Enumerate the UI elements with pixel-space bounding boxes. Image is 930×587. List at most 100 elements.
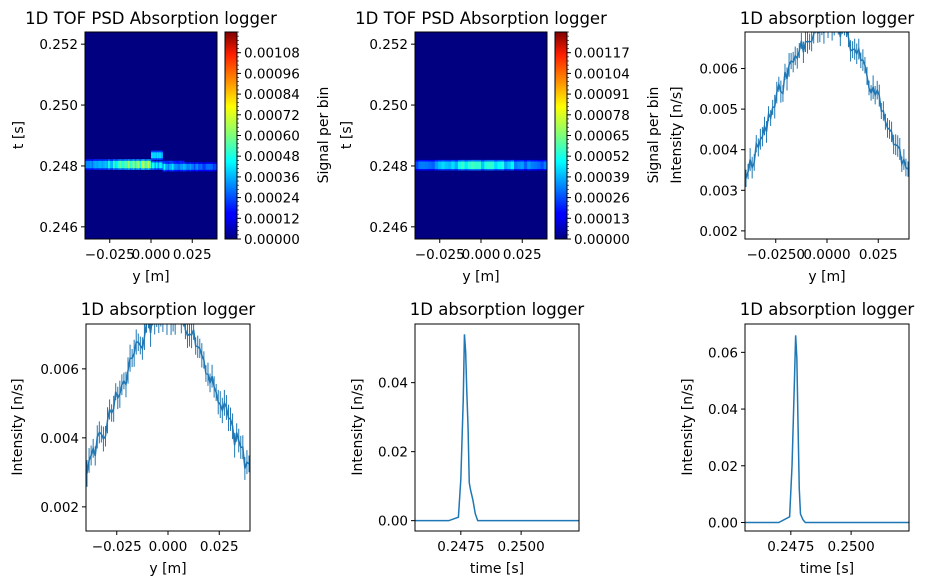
heatmap-cell-0-0-34 xyxy=(141,160,144,169)
heatmap-halo-top-0-3-33 xyxy=(207,162,210,164)
colorbar-tick-label-0-2: 0.00024 xyxy=(244,191,300,207)
y-tick-label-0-0: 0.246 xyxy=(39,220,78,236)
heatmap-cell-0-1-8 xyxy=(157,162,159,169)
heatmap-halo-top-0-0-35 xyxy=(142,159,145,161)
colorbar-1 xyxy=(554,31,568,240)
heatmap-halo-top-0-1-4 xyxy=(154,160,156,163)
heatmap-cell-0-0-5 xyxy=(93,160,96,169)
heatmap-halo-top-0-1-11 xyxy=(160,160,162,163)
colorbar-0 xyxy=(224,31,238,240)
heatmap-halo-top-0-0-21 xyxy=(119,159,122,161)
heatmap-halo-top-0-0-7 xyxy=(96,159,99,161)
heatmap-halo-top-1-0-7 xyxy=(438,159,442,162)
series-line-5 xyxy=(745,335,909,524)
axes-frame-5 xyxy=(744,323,910,532)
heatmap-halo-top-1-0-23 xyxy=(490,159,495,162)
heatmap-halo-top-0-3-31 xyxy=(204,162,207,164)
series-group-5 xyxy=(745,335,909,524)
y-tick-label-1-2: 0.250 xyxy=(369,98,408,114)
heatmap-cell-0-1-5 xyxy=(155,162,157,169)
heatmap-halo-top-0-0-33 xyxy=(139,159,142,161)
y-tick-label-4-2: 0.04 xyxy=(378,376,408,392)
heatmap-cell-1-0-21 xyxy=(484,161,488,169)
heatmap-halo-top-1-0-16 xyxy=(467,159,472,162)
heatmap-halo-top-0-1-14 xyxy=(162,160,164,163)
chart-title-2: 1D absorption logger xyxy=(740,9,915,28)
axes-frame-3 xyxy=(85,323,251,532)
heatmap-background-1 xyxy=(415,32,547,239)
heatmap-halo-top-0-1-35 xyxy=(179,160,182,163)
heatmap-cell-0-0-6 xyxy=(94,160,97,169)
heatmap-cell-0-0-24 xyxy=(124,160,127,169)
colorbar-tick-label-0-7: 0.00084 xyxy=(244,87,300,103)
heatmap-halo-top-0-0-39 xyxy=(149,159,152,161)
heatmap-halo-top-1-0-22 xyxy=(487,159,492,162)
heatmap-halo-bot-1-0-37 xyxy=(537,168,541,171)
x-tick-label-1-2: 0.025 xyxy=(503,247,542,263)
colorbar-tick-label-1-1: 0.00013 xyxy=(574,211,630,227)
colorbar-tick-label-0-1: 0.00012 xyxy=(244,211,300,227)
heatmap-halo-bot-0-3-21 xyxy=(191,169,193,172)
heatmap-cell-0-0-4 xyxy=(91,160,94,169)
heatmap-halo-bot-0-0-20 xyxy=(118,168,121,170)
series-line-3 xyxy=(86,324,250,474)
heatmap-halo-top-0-3-17 xyxy=(185,162,188,164)
heatmap-halo-top-0-3-19 xyxy=(188,162,191,164)
heatmap-halo-bot-0-3-37 xyxy=(212,169,215,172)
heatmap-halo-bot-1-0-2 xyxy=(421,168,426,171)
heatmap-halo-top-1-0-17 xyxy=(471,159,475,162)
heatmap-halo-bot-1-0-6 xyxy=(434,168,439,171)
heatmap-cell-1-0-6 xyxy=(434,161,439,169)
heatmap-cell-0-3-35 xyxy=(210,163,212,170)
heatmap-halo-top-0-1-36 xyxy=(180,160,182,163)
colorbar-tick-label-0-8: 0.00096 xyxy=(244,66,300,82)
heatmap-halo-top-0-3-29 xyxy=(202,162,204,164)
heatmap-halo-bot-0-3-4 xyxy=(167,169,170,172)
heatmap-halo-top-0-3-6 xyxy=(170,162,173,164)
colorbar-tick-label-1-2: 0.00026 xyxy=(574,191,630,207)
y-ticks-0: 0.246 0.248 0.250 0.252 xyxy=(39,37,85,236)
heatmap-halo-bot-1-0-18 xyxy=(474,168,479,171)
y-tick-label-4-1: 0.02 xyxy=(378,445,408,461)
heatmap-halo-bot-0-3-10 xyxy=(176,169,178,172)
heatmap-halo-top-0-0-0 xyxy=(85,159,88,161)
heatmap-halo-bot-1-0-20 xyxy=(481,168,485,171)
heatmap-halo-top-0-3-38 xyxy=(214,162,217,164)
heatmap-cell-0-0-14 xyxy=(108,160,111,169)
heatmap-cell-1-0-31 xyxy=(517,161,521,169)
heatmap-cell-0-0-9 xyxy=(99,160,102,169)
heatmap-halo-bot-0-3-23 xyxy=(193,169,196,172)
heatmap-halo-bot-1-0-15 xyxy=(464,168,469,171)
heatmap-halo-bot-0-1-11 xyxy=(160,168,162,170)
heatmap-halo-bot-0-3-20 xyxy=(189,169,192,172)
heatmap-cell-1-0-29 xyxy=(510,161,515,169)
heatmap-cell-0-3-4 xyxy=(167,163,170,170)
heatmap-area-1 xyxy=(415,32,548,239)
heatmap-cell-1-0-13 xyxy=(457,161,462,169)
colorbar-ticks-1: 0.00000 0.00013 0.00026 0.00039 0.00052 0.000… xyxy=(567,31,630,248)
heatmap-cell-1-0-7 xyxy=(438,161,442,169)
heatmap-halo-top-1-0-39 xyxy=(543,159,548,162)
heatmap-cell-0-0-25 xyxy=(126,160,129,169)
heatmap-halo-top-0-3-0 xyxy=(162,162,165,164)
heatmap-cell-0-0-15 xyxy=(109,160,112,169)
heatmap-background-0 xyxy=(85,32,217,239)
heatmap-halo-top-0-1-38 xyxy=(182,160,184,163)
heatmap-halo-top-1-0-6 xyxy=(434,159,439,162)
x-axis-label-0: y [m] xyxy=(132,269,169,285)
x-tick-label-0-0: −0.025 xyxy=(85,247,135,263)
heatmap-halo-bot-0-3-6 xyxy=(170,169,173,172)
heatmap-halo-bot-0-3-33 xyxy=(207,169,210,172)
heatmap-halo-top-0-3-28 xyxy=(200,162,203,164)
heatmap-halo-top-0-1-26 xyxy=(172,160,174,163)
heatmap-cell-0-0-7 xyxy=(96,160,99,169)
heatmap-halo-top-1-0-28 xyxy=(507,159,512,162)
heatmap-halo-top-0-0-19 xyxy=(116,159,119,161)
heatmap-cell-1-0-15 xyxy=(464,161,469,169)
heatmap-halo-top-1-0-27 xyxy=(504,159,508,162)
heatmap-halo-bot-0-3-1 xyxy=(163,169,166,172)
heatmap-halo-top-0-1-24 xyxy=(170,160,173,163)
heatmap-halo-top-1-0-32 xyxy=(520,159,525,162)
